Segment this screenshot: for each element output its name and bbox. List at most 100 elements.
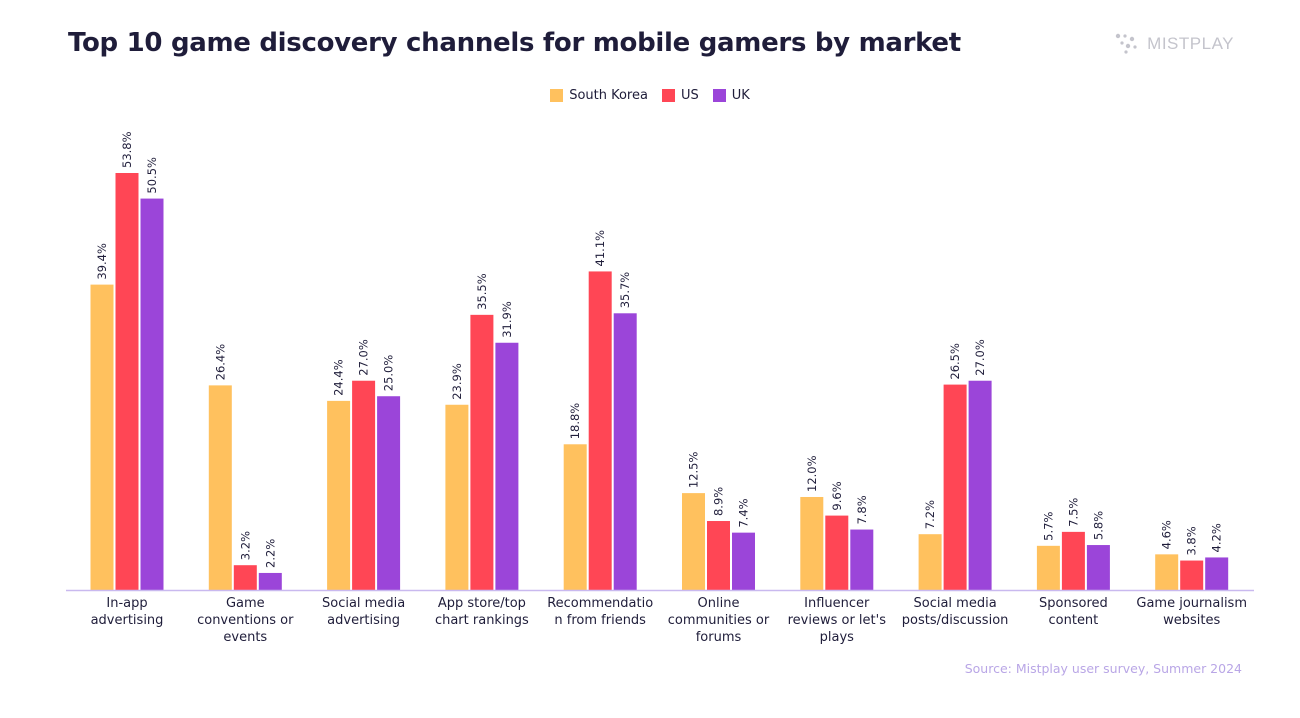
value-label: 27.0%: [973, 339, 987, 376]
category-label-line: events: [223, 630, 267, 645]
category-label: Sponsored content: [1039, 596, 1108, 628]
legend-label: UK: [731, 88, 750, 103]
category-label-line: plays: [820, 630, 855, 645]
bar-group: 23.9% 35.5% 31.9% App store/top chart rankin…: [435, 273, 529, 628]
category-label-line: chart rankings: [435, 613, 529, 628]
category-label-line: In-app: [106, 596, 147, 611]
bar-us: [470, 314, 494, 590]
bar-us: [943, 384, 967, 590]
category-label-line: Sponsored: [1039, 596, 1108, 611]
bar-us: [707, 521, 730, 590]
legend-label: US: [680, 88, 699, 103]
value-label: 7.4%: [737, 498, 751, 527]
legend-item-south-korea: South Korea: [550, 88, 648, 103]
brand-name: MISTPLAY: [1147, 34, 1234, 53]
bar-uk: [968, 380, 992, 590]
legend-swatch: [712, 89, 726, 102]
bar-south-korea: [563, 444, 587, 590]
category-label-line: n from friends: [554, 613, 646, 628]
legend-label: South Korea: [569, 88, 648, 103]
bar-south-korea: [1036, 545, 1060, 590]
value-label: 4.6%: [1160, 520, 1174, 549]
legend: South Korea US UK: [0, 88, 1300, 103]
bar-south-korea: [445, 404, 469, 590]
value-label: 12.0%: [805, 455, 819, 492]
bar-group: 39.4% 53.8% 50.5% In-app advertising: [90, 131, 164, 628]
bar-uk: [1086, 545, 1110, 590]
category-label-line: websites: [1163, 613, 1220, 628]
value-label: 7.5%: [1066, 498, 1080, 527]
bar-group: 5.7% 7.5% 5.8% Sponsored content: [1036, 498, 1110, 628]
category-label-line: Social media: [914, 596, 997, 611]
bar-group: 7.2% 26.5% 27.0% Social media posts/discussi…: [902, 339, 1009, 628]
chart-title: Top 10 game discovery channels for mobil…: [68, 28, 961, 58]
category-label-line: posts/discussion: [902, 613, 1009, 628]
category-label: Online communities or forums: [668, 596, 770, 645]
category-label-line: forums: [696, 630, 742, 645]
bar-uk: [495, 342, 519, 590]
category-label: Social media advertising: [322, 596, 405, 628]
value-label: 27.0%: [357, 339, 371, 376]
bar-uk: [850, 529, 874, 590]
bar-south-korea: [327, 400, 351, 590]
bar-uk: [732, 532, 755, 590]
bar-group: 12.5% 8.9% 7.4% Online communities or forums: [668, 452, 770, 645]
value-label: 25.0%: [382, 355, 396, 392]
value-label: 35.7%: [618, 272, 632, 309]
category-label-line: Recommendatio: [547, 596, 653, 611]
bar-us: [825, 515, 849, 590]
value-label: 8.9%: [712, 487, 726, 516]
bar-south-korea: [1155, 554, 1179, 590]
bar-us: [588, 271, 612, 590]
bar-south-korea: [800, 496, 824, 590]
brand-logo: MISTPLAY: [1115, 33, 1234, 55]
dots-logo-icon: [1115, 33, 1137, 54]
category-label-line: reviews or let's: [788, 613, 887, 628]
value-label: 35.5%: [475, 273, 489, 310]
bar-south-korea: [208, 385, 232, 590]
category-label-line: advertising: [327, 613, 400, 628]
category-label-line: Influencer: [804, 596, 870, 611]
value-label: 39.4%: [95, 243, 109, 280]
bar-uk: [613, 313, 637, 590]
bar-uk: [1205, 557, 1229, 590]
value-label: 5.8%: [1091, 511, 1105, 540]
value-label: 3.2%: [238, 531, 252, 560]
value-label: 24.4%: [332, 359, 346, 396]
category-label-line: advertising: [91, 613, 164, 628]
bar-us: [352, 380, 376, 590]
category-label: Game journalism websites: [1136, 596, 1247, 628]
category-label-line: Online: [698, 596, 740, 611]
legend-swatch: [661, 89, 675, 102]
value-label: 7.8%: [855, 495, 869, 524]
category-label: In-app advertising: [91, 596, 164, 628]
legend-swatch: [550, 89, 564, 102]
category-label: App store/top chart rankings: [435, 596, 529, 628]
category-label-line: content: [1049, 613, 1099, 628]
bar-us: [233, 565, 257, 590]
value-label: 12.5%: [687, 452, 701, 489]
category-label: Social media posts/discussion: [902, 596, 1009, 628]
bar-group: 24.4% 27.0% 25.0% Social media advertising: [322, 339, 405, 628]
bar-uk: [377, 396, 401, 590]
value-label: 2.2%: [263, 539, 277, 568]
bar-south-korea: [682, 493, 705, 590]
category-label: Influencer reviews or let's plays: [788, 596, 887, 645]
bar-group: 18.8% 41.1% 35.7% Recommendatio n from frien…: [547, 230, 653, 628]
value-label: 26.5%: [948, 343, 962, 380]
value-label: 9.6%: [830, 481, 844, 510]
bar-group: 12.0% 9.6% 7.8% Influencer reviews or let's p…: [788, 455, 887, 645]
category-label: Recommendatio n from friends: [547, 596, 653, 628]
value-label: 31.9%: [500, 301, 514, 338]
value-label: 5.7%: [1041, 512, 1055, 541]
legend-item-uk: UK: [712, 88, 750, 103]
legend-item-us: US: [661, 88, 699, 103]
bar-group: 4.6% 3.8% 4.2% Game journalism websites: [1136, 520, 1247, 628]
value-label: 4.2%: [1210, 523, 1224, 552]
source-note: Source: Mistplay user survey, Summer 202…: [964, 661, 1242, 676]
bar-us: [1180, 560, 1204, 590]
bar-south-korea: [90, 284, 114, 590]
category-label-line: communities or: [668, 613, 770, 628]
bar-south-korea: [918, 534, 942, 590]
value-label: 3.8%: [1185, 526, 1199, 555]
